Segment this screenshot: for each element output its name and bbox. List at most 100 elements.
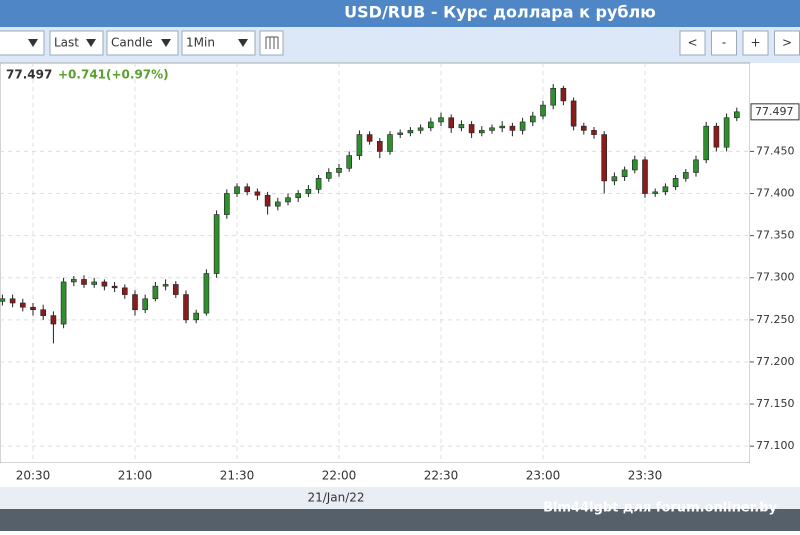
nav-button[interactable]: - [711,30,737,56]
candle-body [274,201,281,207]
price-type: Last [54,36,79,50]
candle-body [509,125,516,131]
candle-body [387,134,393,152]
candle-body [0,298,6,302]
date-strip [0,487,800,509]
candle-body [652,191,659,194]
candle-body [438,117,444,123]
candle-body [9,298,16,304]
candle-body [234,186,240,194]
candle-body [50,315,57,325]
button-frame [742,30,769,56]
button-frame [679,30,706,56]
candle-body [478,130,485,134]
candle-body [142,298,148,311]
nav-button[interactable]: < [679,30,706,56]
dropdown[interactable] [0,30,45,56]
candle-body [40,309,47,316]
candle-body [285,197,291,203]
candle-body [295,193,302,199]
plot-area [0,62,751,464]
candle-body [183,294,189,321]
candle-body [356,134,363,156]
candle-body [417,127,424,131]
y-tick-label: 77.350 [756,229,795,242]
dropdown[interactable]: Last [49,30,104,56]
x-tick-label: 20:30 [16,469,51,483]
candle-body [60,281,67,325]
candle-body [91,281,97,285]
candle-body [254,191,261,196]
table-button[interactable] [259,30,284,56]
button-frame [711,30,737,56]
candle-body [570,100,577,127]
candle-body [152,285,159,300]
last-price: 77.497 [6,68,52,82]
candle-body [30,306,36,311]
candle-body [519,121,526,131]
y-axis-area [750,63,800,463]
date-label: 21/Jan/22 [307,491,364,505]
candle-body [591,130,597,135]
nav-button[interactable]: > [774,30,800,56]
candle-body [427,121,434,129]
candle-body [264,194,271,207]
candle-body [601,134,608,182]
title-bar [0,0,800,27]
button-label: < [687,36,697,50]
candle-body [325,172,332,179]
candle-body [203,273,210,314]
x-tick-label: 21:00 [118,469,153,483]
x-tick-label: 23:30 [628,469,663,483]
candle-body [193,312,199,321]
candle-body [580,125,587,131]
nav-button[interactable]: + [742,30,769,56]
y-tick-label: 77.250 [756,313,795,326]
candle-body [448,117,455,129]
price-tag: 77.497 [755,105,794,118]
candle-body [529,115,536,123]
price-change: +0.741(+0.97%) [58,68,169,82]
candle-body [71,279,77,283]
candle-body [662,186,669,193]
candle-body [407,130,414,134]
watermark: Blm44lgbt для forum.onliner.by [543,501,777,516]
candle-body [305,189,312,194]
x-axis-area [0,463,800,487]
footer [0,509,800,531]
x-tick-label: 21:30 [220,469,255,483]
candle-body [560,87,567,102]
x-tick-label: 22:30 [424,469,459,483]
candle-body [499,125,506,129]
candle-body [19,302,26,308]
candle-body [224,193,230,215]
candle-body [540,104,546,117]
button-label: > [782,36,792,50]
candle-body [682,172,689,179]
candle-body [336,167,342,173]
y-tick-label: 77.300 [756,271,795,284]
candle-body [346,155,353,169]
candle-body [101,281,108,287]
candle-body [621,169,628,177]
y-tick-label: 77.100 [756,439,795,452]
dropdown[interactable]: Candle [106,30,179,56]
price-tag-box [750,103,800,121]
candle-body [132,294,138,311]
candle-body [366,134,373,142]
button-label: + [750,36,760,50]
button-label: - [722,36,726,50]
candle-body [81,279,87,285]
candle-body [693,159,699,173]
y-tick-label: 77.200 [756,355,795,368]
candle-body [213,214,220,274]
candle-body [703,125,710,161]
candle-body [111,285,118,289]
y-tick-label: 77.450 [756,144,795,157]
candle-body [723,117,730,148]
candle-body [631,159,638,171]
candle-body [122,287,128,295]
x-tick-label: 23:00 [526,469,561,483]
candle-body [468,124,475,134]
dropdown[interactable]: 1Min [181,30,256,56]
